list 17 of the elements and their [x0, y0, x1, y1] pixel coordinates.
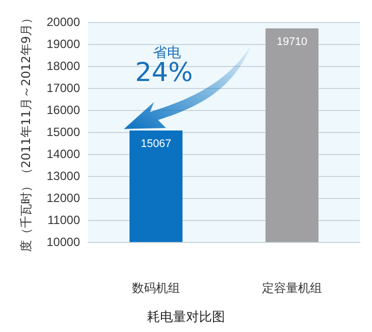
y-tick-label: 13000 — [46, 169, 80, 183]
x-tick-label: 定容量机组 — [262, 281, 322, 295]
y-tick-label: 15000 — [46, 125, 80, 139]
y-tick-label: 11000 — [48, 213, 80, 227]
y-tick-label: 20000 — [46, 15, 80, 29]
data-label: 19710 — [276, 36, 308, 48]
y-tick-label: 18000 — [46, 59, 80, 73]
y-axis-title: 度（千瓦时）（2011年11月～2012年9月） — [19, 12, 33, 252]
y-tick-label: 12000 — [46, 191, 80, 205]
y-tick-label: 19000 — [46, 37, 80, 51]
y-tick-label: 14000 — [46, 147, 80, 161]
y-tick-label: 16000 — [46, 103, 80, 117]
y-tick-label: 17000 — [46, 81, 80, 95]
data-label: 15067 — [140, 138, 172, 150]
x-tick-label: 数码机组 — [132, 281, 180, 295]
text: 耗电量对比图 — [147, 309, 225, 324]
y-tick-label: 10000 — [46, 235, 80, 249]
